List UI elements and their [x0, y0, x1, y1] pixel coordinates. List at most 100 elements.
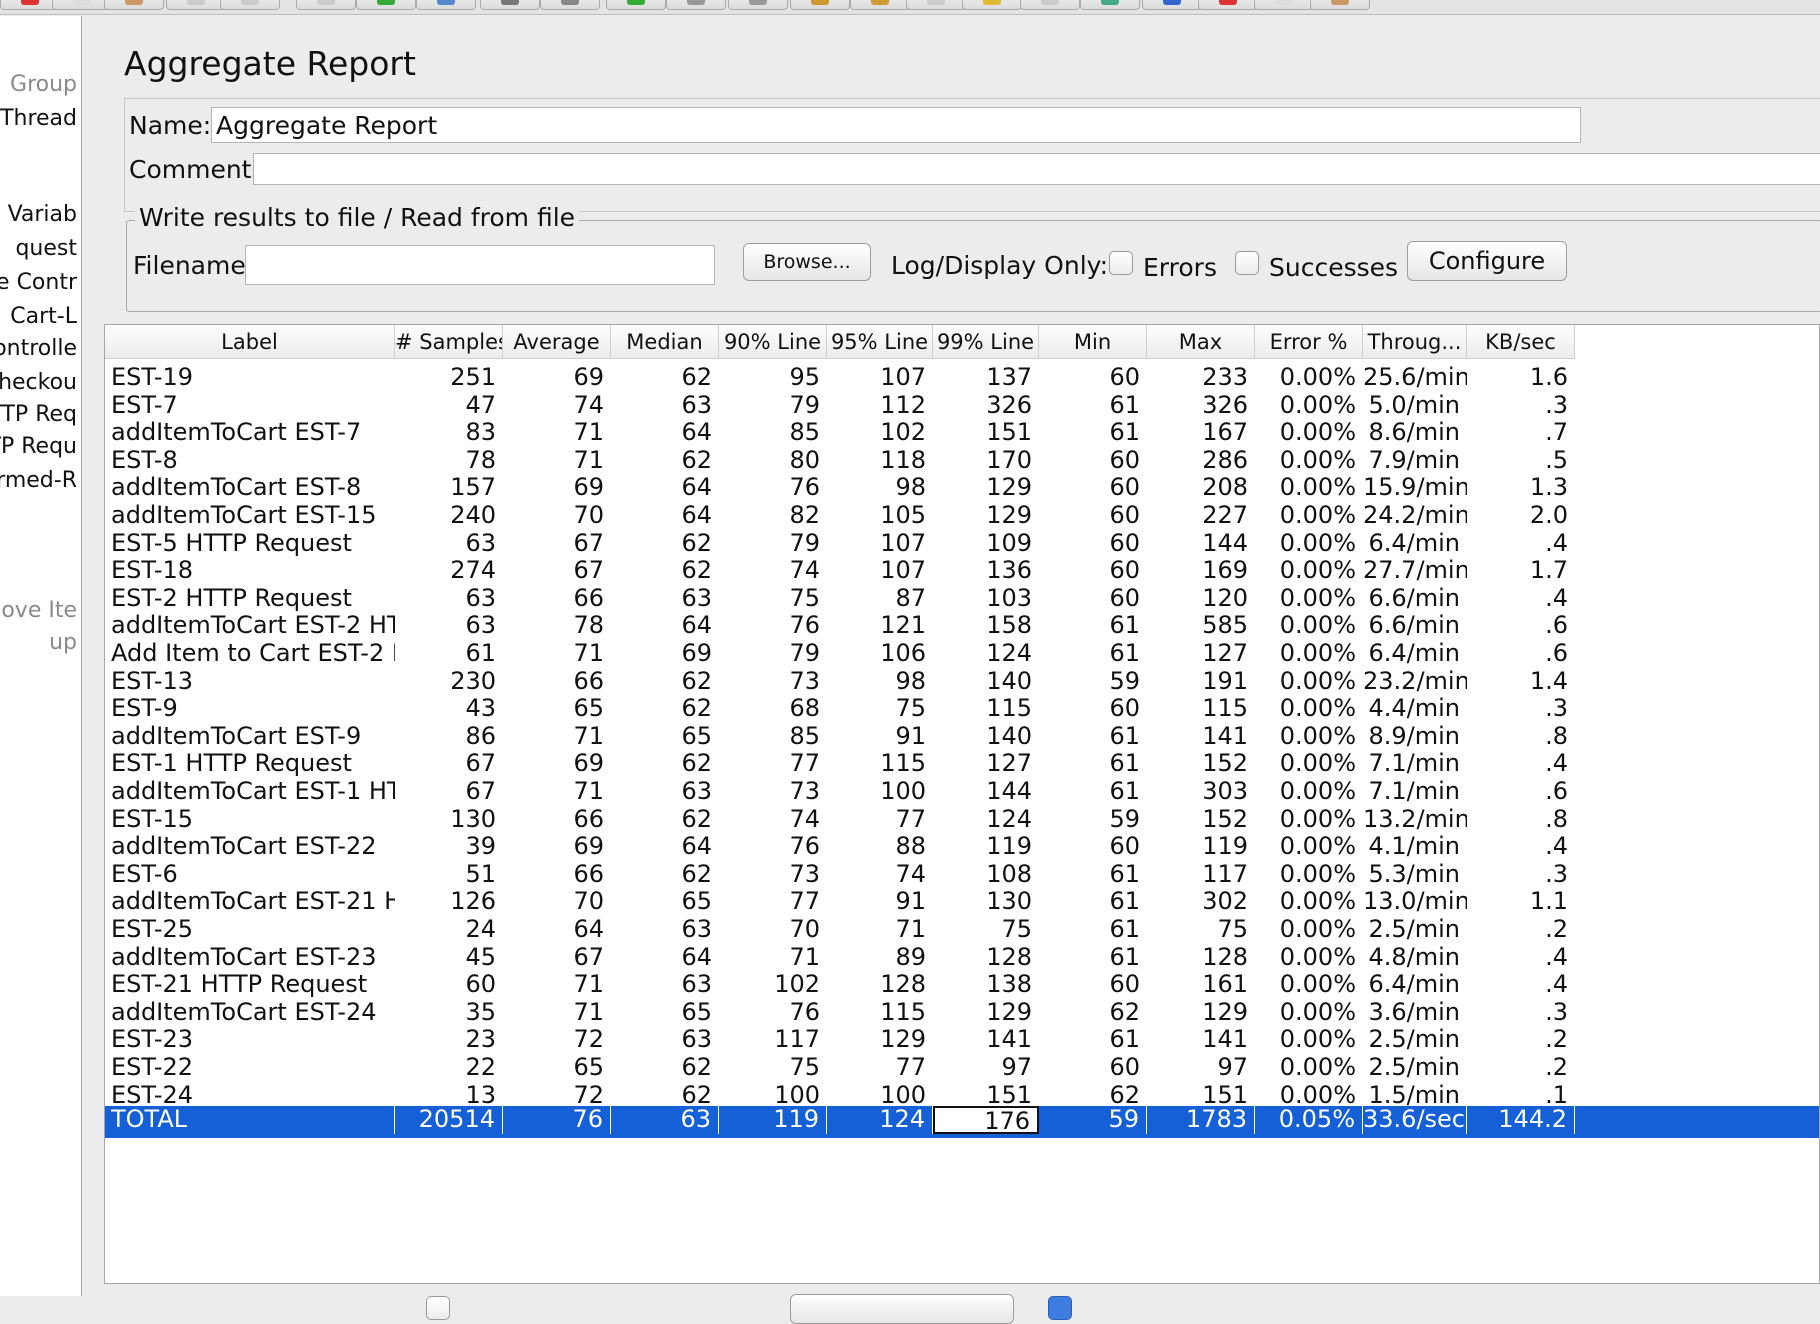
aggregate-table[interactable]: Label # Samples Average Median 90% Line 95% L… — [104, 324, 1820, 1284]
table-row[interactable]: addItemToCart EST-2 HTT... 63 78 64 76 121 158… — [105, 609, 1819, 641]
column-header[interactable]: Throug... — [1363, 325, 1467, 359]
table-row[interactable]: addItemToCart EST-21 HT... 126 70 65 77 91 130… — [105, 885, 1819, 917]
column-header[interactable]: Label — [105, 325, 395, 359]
toolbar-button[interactable] — [296, 0, 356, 10]
table-row[interactable]: EST-23 23 72 63 117 129 141 61 141 0.00% 2.5/min .2 — [105, 1023, 1819, 1055]
toolbar-glyph-icon — [21, 0, 39, 5]
table-row[interactable]: EST-9 43 65 62 68 75 115 60 115 0.00% 4.4/min .3 — [105, 692, 1819, 724]
table-row[interactable]: EST-25 24 64 63 70 71 75 61 75 0.00% 2.5/min .2 — [105, 913, 1819, 945]
column-header[interactable]: Average — [503, 325, 611, 359]
column-header[interactable]: 99% Line — [933, 325, 1039, 359]
table-row[interactable]: EST-2 HTTP Request 63 66 63 75 87 103 60 120 0.00… — [105, 582, 1819, 614]
test-plan-tree[interactable]: Group - Thread d Variab quest le Contr Cart-L… — [0, 16, 82, 1296]
tree-item[interactable]: ontrolle — [0, 336, 77, 361]
table-row[interactable]: Add Item to Cart EST-2 HT... 61 71 69 79 106 1… — [105, 637, 1819, 669]
table-cell: 129 — [1202, 997, 1248, 1026]
column-header[interactable]: Max — [1147, 325, 1255, 359]
toolbar-button[interactable] — [606, 0, 666, 10]
table-cell: 140 — [986, 721, 1032, 750]
tree-item[interactable]: TTP Req — [0, 402, 77, 427]
column-header[interactable]: KB/sec — [1467, 325, 1575, 359]
tree-item[interactable]: Cart-L — [10, 304, 77, 329]
successes-label: Successes — [1269, 253, 1399, 282]
tree-item[interactable]: quest — [15, 236, 77, 261]
table-row[interactable]: EST-1 HTTP Request 67 69 62 77 115 127 61 152 0.0… — [105, 747, 1819, 779]
toolbar-button[interactable] — [540, 0, 600, 10]
table-cell: 227 — [1202, 501, 1248, 529]
toolbar-button[interactable] — [220, 0, 280, 10]
toolbar-button[interactable] — [1080, 0, 1140, 10]
toolbar-button[interactable] — [52, 0, 112, 10]
toolbar-button[interactable] — [906, 0, 966, 10]
table-row[interactable]: EST-5 HTTP Request 63 67 62 79 107 109 60 144 0.0… — [105, 527, 1819, 559]
toolbar-button[interactable] — [1254, 0, 1314, 10]
table-cell: .4 — [1545, 583, 1568, 612]
toolbar-button[interactable] — [962, 0, 1022, 10]
toolbar-button[interactable] — [480, 0, 540, 10]
errors-checkbox[interactable] — [1109, 251, 1133, 275]
comments-input[interactable] — [253, 153, 1820, 185]
toolbar-button[interactable] — [104, 0, 164, 10]
toolbar-button[interactable] — [356, 0, 416, 10]
table-row[interactable]: addItemToCart EST-8 157 69 64 76 98 129 60 208 0.… — [105, 471, 1819, 503]
table-row[interactable]: EST-21 HTTP Request 60 71 63 102 128 138 60 161 0… — [105, 968, 1819, 1000]
table-row[interactable]: EST-7 47 74 63 79 112 326 61 326 0.00% 5.0/min .3 — [105, 389, 1819, 421]
split-pane-divider[interactable] — [82, 16, 176, 1296]
table-row[interactable]: addItemToCart EST-15 240 70 64 82 105 129 60 227… — [105, 499, 1819, 531]
table-row[interactable]: EST-8 78 71 62 80 118 170 60 286 0.00% 7.9/min .5 — [105, 444, 1819, 476]
tree-item[interactable]: TP Requ — [0, 434, 77, 459]
toolbar-button[interactable] — [1020, 0, 1080, 10]
column-header[interactable]: Min — [1039, 325, 1147, 359]
table-row[interactable]: EST-15 130 66 62 74 77 124 59 152 0.00% 13.2/min .8 — [105, 803, 1819, 835]
table-row[interactable]: addItemToCart EST-23 45 67 64 71 89 128 61 128 0.… — [105, 941, 1819, 973]
toolbar-button[interactable] — [666, 0, 726, 10]
name-input[interactable]: Aggregate Report — [211, 107, 1581, 143]
tree-item[interactable]: up — [49, 630, 77, 655]
table-row[interactable]: addItemToCart EST-9 86 71 65 85 91 140 61 141 0.0… — [105, 720, 1819, 752]
successes-checkbox[interactable] — [1235, 251, 1259, 275]
column-header[interactable]: 90% Line — [719, 325, 827, 359]
column-header[interactable]: # Samples — [395, 325, 503, 359]
save-table-data-button[interactable] — [790, 1294, 1014, 1324]
table-row[interactable]: EST-24 13 72 62 100 100 151 62 151 0.00% 1.5/min .1 — [105, 1079, 1819, 1111]
tree-item[interactable]: le Contr — [0, 270, 77, 295]
table-total-row[interactable]: TOTAL 20514 76 63 119 124 176 59 1783 0.05% 33.6/s… — [105, 1106, 1819, 1139]
table-row[interactable]: addItemToCart EST-24 35 71 65 76 115 129 62 129 0… — [105, 996, 1819, 1028]
table-row[interactable]: EST-18 274 67 62 74 107 136 60 169 0.00% 27.7/min 1… — [105, 554, 1819, 586]
tree-item[interactable]: nove Ite — [0, 598, 77, 623]
toolbar-button[interactable] — [728, 0, 788, 10]
tree-item[interactable]: Group — [10, 72, 77, 97]
filename-input[interactable] — [245, 245, 715, 285]
toolbar-button[interactable] — [1310, 0, 1370, 10]
column-header[interactable]: Median — [611, 325, 719, 359]
table-row[interactable]: EST-6 51 66 62 73 74 108 61 117 0.00% 5.3/min .3 — [105, 858, 1819, 890]
column-header[interactable]: 95% Line — [827, 325, 933, 359]
table-row[interactable]: EST-22 22 65 62 75 77 97 60 97 0.00% 2.5/min .2 — [105, 1051, 1819, 1083]
toolbar-button[interactable] — [166, 0, 226, 10]
toolbar-button[interactable] — [416, 0, 476, 10]
table-cell: 25.6/min — [1363, 363, 1467, 391]
table-row[interactable]: addItemToCart EST-7 83 71 64 85 102 151 61 167 0.… — [105, 416, 1819, 448]
toolbar-button[interactable] — [1142, 0, 1202, 10]
toolbar-button[interactable] — [790, 0, 850, 10]
table-row[interactable]: addItemToCart EST-22 39 69 64 76 88 119 60 119 0.… — [105, 830, 1819, 862]
table-row[interactable]: addItemToCart EST-1 HTT... 67 71 63 73 100 144… — [105, 775, 1819, 807]
table-cell: Add Item to Cart EST-2 HT... — [111, 639, 395, 667]
table-cell: 144 — [986, 777, 1032, 805]
toolbar-button[interactable] — [0, 0, 60, 10]
save-header-checkbox[interactable] — [426, 1296, 450, 1320]
table-row[interactable]: EST-13 230 66 62 73 98 140 59 191 0.00% 23.2/min 1.… — [105, 665, 1819, 697]
tree-item[interactable]: Checkou — [0, 370, 77, 395]
table-row[interactable]: EST-19 251 69 62 95 107 137 60 233 0.00% 25.6/min 1… — [105, 361, 1819, 393]
tree-item[interactable]: - Thread — [0, 106, 77, 131]
tree-item[interactable]: d Variab — [0, 202, 77, 227]
table-cell: 136 — [986, 556, 1032, 585]
configure-button[interactable]: Configure — [1407, 241, 1567, 281]
column-header[interactable]: Error % — [1255, 325, 1363, 359]
include-group-name-checkbox[interactable] — [1048, 1296, 1072, 1320]
browse-button[interactable]: Browse... — [743, 243, 871, 281]
table-cell: .4 — [1545, 942, 1568, 971]
tree-item[interactable]: rmed-R — [0, 468, 77, 493]
toolbar-button[interactable] — [1198, 0, 1258, 10]
toolbar-button[interactable] — [850, 0, 910, 10]
